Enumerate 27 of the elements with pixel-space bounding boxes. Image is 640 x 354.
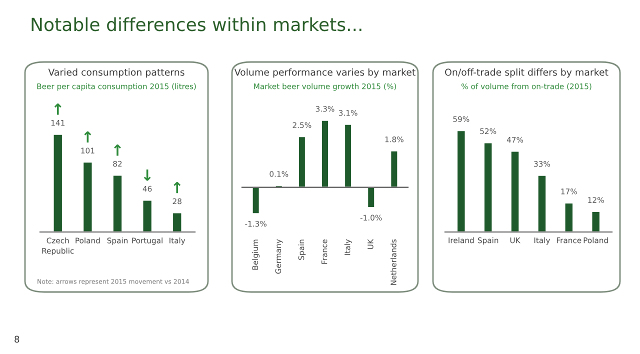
bar — [564, 202, 574, 232]
text: ↑ — [54, 104, 62, 115]
bar — [344, 124, 352, 188]
bar — [483, 142, 494, 232]
text: Notable differences within markets... — [32, 17, 362, 32]
bar — [52, 133, 64, 232]
bar — [298, 136, 306, 188]
annotation: ↓ — [144, 170, 151, 181]
chart-title: Varied consumption patterns — [48, 68, 184, 78]
annotation: ↑ — [114, 144, 121, 156]
bar — [456, 130, 466, 232]
bar — [142, 199, 153, 232]
bar — [82, 161, 94, 232]
bar — [536, 174, 547, 232]
bar — [510, 150, 520, 232]
annotation: ↑ — [84, 131, 92, 143]
bar — [320, 119, 330, 188]
chart-title: Volume performance varies by market — [234, 68, 416, 78]
bar — [251, 186, 260, 215]
bar — [366, 186, 376, 208]
bar — [172, 212, 183, 232]
annotation: ↑ — [174, 182, 181, 194]
chart-title: On/off-trade split differs by market — [445, 68, 608, 78]
bar — [112, 174, 123, 232]
bar — [590, 210, 601, 232]
bar — [390, 150, 399, 188]
text: 8 — [14, 336, 20, 343]
